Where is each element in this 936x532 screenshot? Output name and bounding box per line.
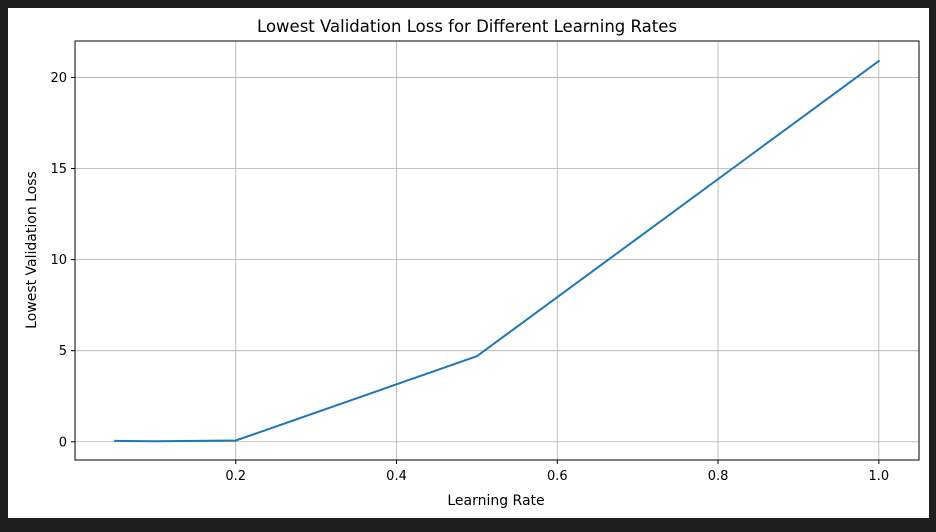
series-layer: [114, 59, 881, 443]
x-tick-label: 0.4: [386, 469, 407, 484]
y-axis-label: Lowest Validation Loss: [24, 171, 40, 329]
y-tick-label: 0: [59, 435, 67, 450]
chart-title: Lowest Validation Loss for Different Lea…: [257, 17, 677, 36]
line-chart: Lowest Validation Loss for Different Lea…: [24, 17, 920, 509]
x-tick-label: 0.8: [708, 469, 729, 484]
x-axis-label: Learning Rate: [447, 493, 544, 509]
series-line-0: [114, 59, 881, 443]
grid-lines: [75, 41, 919, 460]
y-tick-label: 5: [59, 344, 67, 359]
plot-frame: [74, 40, 920, 461]
x-tick-label: 1.0: [868, 469, 889, 484]
axis-ticks: 0.2 0.4 0.6 0.8 1.0 0 5 10 15 20: [50, 71, 889, 484]
x-tick-label: 0.6: [547, 469, 568, 484]
x-tick-label: 0.2: [225, 469, 246, 484]
chart-figure: Lowest Validation Loss for Different Lea…: [8, 8, 929, 518]
y-tick-label: 20: [50, 71, 67, 86]
y-tick-label: 10: [50, 253, 67, 268]
y-tick-label: 15: [50, 162, 67, 177]
